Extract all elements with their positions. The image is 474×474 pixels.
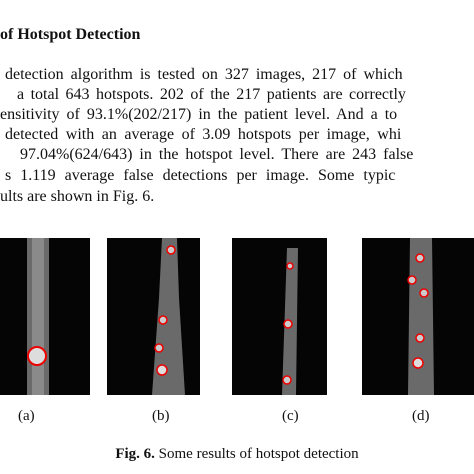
scan-image [362,238,474,395]
panel-label: (c) [282,408,299,424]
scan-image [0,238,90,395]
panel-label: (d) [412,408,430,424]
body-line: ults are shown in Fig. 6. [0,188,155,205]
figure-caption: Fig. 6. Some results of hotspot detectio… [0,446,474,463]
panel-label: (a) [18,408,35,424]
caption-label: Fig. 6. [115,446,155,462]
body-line: detection algorithm is tested on 327 ima… [5,66,403,83]
body-line: s 1.119 average false detections per ima… [5,167,396,184]
body-line: detected with an average of 3.09 hotspot… [5,126,402,143]
scan-image [232,238,327,395]
scan-image [107,238,200,395]
body-line: 97.04%(624/643) in the hotspot level. Th… [20,146,414,163]
panel-label: (b) [152,408,170,424]
body-line: a total 643 hotspots. 202 of the 217 pat… [17,86,406,103]
section-heading: of Hotspot Detection [0,26,141,43]
caption-text: Some results of hotspot detection [158,446,359,462]
body-line: ensitivity of 93.1%(202/217) in the pati… [0,106,398,123]
